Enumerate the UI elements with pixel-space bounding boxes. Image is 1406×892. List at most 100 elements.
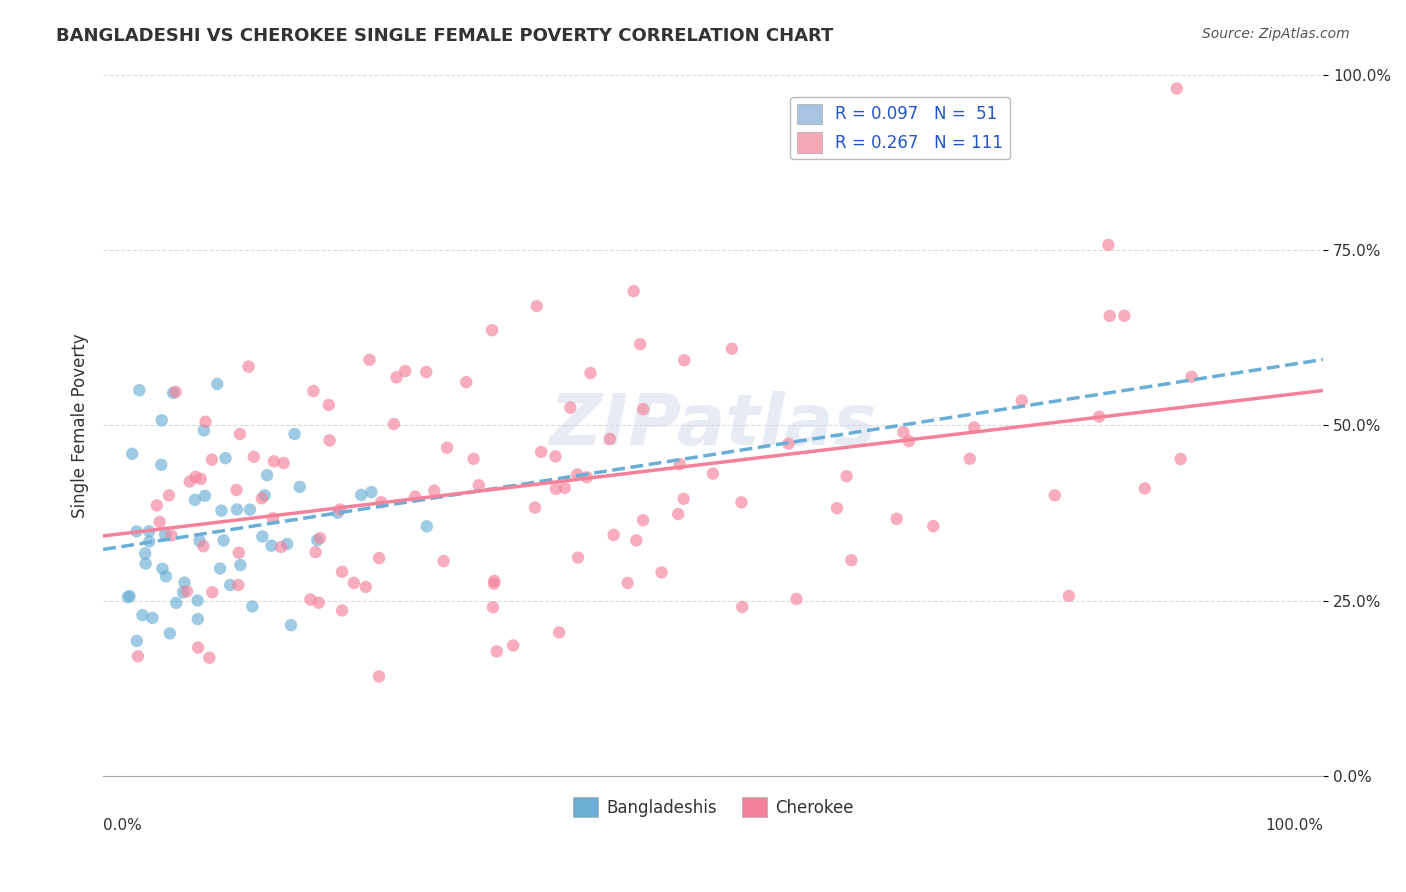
Point [631, 513, 654, 527]
Point [575, 470, 598, 484]
Point [730, 495, 752, 509]
Point [1088, 409, 1111, 424]
Point [239, 502, 262, 516]
Point [484, 574, 506, 588]
Point [394, 364, 416, 378]
Point [172, 585, 194, 599]
Point [280, 618, 302, 632]
Point [672, 491, 695, 506]
Point [219, 578, 242, 592]
Point [668, 457, 690, 471]
Point [370, 495, 392, 509]
Point [786, 592, 808, 607]
Point [825, 501, 848, 516]
Point [159, 626, 181, 640]
Point [318, 434, 340, 448]
Point [423, 483, 446, 498]
Point [146, 499, 169, 513]
Point [731, 599, 754, 614]
Point [485, 644, 508, 658]
Point [307, 533, 329, 548]
Point [155, 569, 177, 583]
Point [273, 456, 295, 470]
Point [702, 467, 724, 481]
Point [205, 376, 228, 391]
Point [152, 562, 174, 576]
Point [304, 545, 326, 559]
Point [329, 502, 352, 516]
Point [187, 612, 209, 626]
Point [157, 488, 180, 502]
Point [194, 415, 217, 429]
Point [456, 375, 478, 389]
Point [368, 669, 391, 683]
Point [309, 531, 332, 545]
Point [922, 519, 945, 533]
Point [631, 402, 654, 417]
Point [721, 342, 744, 356]
Point [481, 323, 503, 337]
Point [238, 359, 260, 374]
Text: ZIPatlas: ZIPatlas [550, 391, 877, 460]
Point [162, 385, 184, 400]
Point [436, 441, 458, 455]
Point [897, 434, 920, 449]
Point [666, 507, 689, 521]
Point [150, 413, 173, 427]
Point [893, 425, 915, 440]
Point [523, 500, 546, 515]
Point [530, 445, 553, 459]
Point [385, 370, 408, 384]
Point [299, 592, 322, 607]
Point [288, 480, 311, 494]
Point [198, 650, 221, 665]
Point [567, 467, 589, 482]
Point [201, 585, 224, 599]
Point [212, 533, 235, 548]
Point [368, 551, 391, 566]
Y-axis label: Single Female Poverty: Single Female Poverty [72, 333, 89, 517]
Point [326, 506, 349, 520]
Point [201, 452, 224, 467]
Point [128, 383, 150, 397]
Point [138, 534, 160, 549]
Point [121, 447, 143, 461]
Point [276, 537, 298, 551]
Point [626, 533, 648, 548]
Point [1181, 369, 1204, 384]
Point [433, 554, 456, 568]
Text: 0.0%: 0.0% [103, 818, 142, 833]
Point [416, 519, 439, 533]
Point [187, 640, 209, 655]
Point [229, 558, 252, 572]
Point [209, 503, 232, 517]
Point [194, 489, 217, 503]
Point [165, 596, 187, 610]
Point [150, 458, 173, 472]
Point [209, 561, 232, 575]
Point [526, 299, 548, 313]
Point [1114, 309, 1136, 323]
Point [225, 483, 247, 497]
Point [560, 401, 582, 415]
Point [127, 649, 149, 664]
Point [125, 634, 148, 648]
Point [1097, 238, 1119, 252]
Point [283, 427, 305, 442]
Point [343, 575, 366, 590]
Point [250, 491, 273, 506]
Point [567, 550, 589, 565]
Point [673, 353, 696, 368]
Point [616, 576, 638, 591]
Point [330, 603, 353, 617]
Point [963, 420, 986, 434]
Point [886, 512, 908, 526]
Point [141, 611, 163, 625]
Point [1043, 488, 1066, 502]
Point [153, 528, 176, 542]
Point [354, 580, 377, 594]
Point [544, 450, 567, 464]
Point [415, 365, 437, 379]
Point [226, 502, 249, 516]
Point [256, 468, 278, 483]
